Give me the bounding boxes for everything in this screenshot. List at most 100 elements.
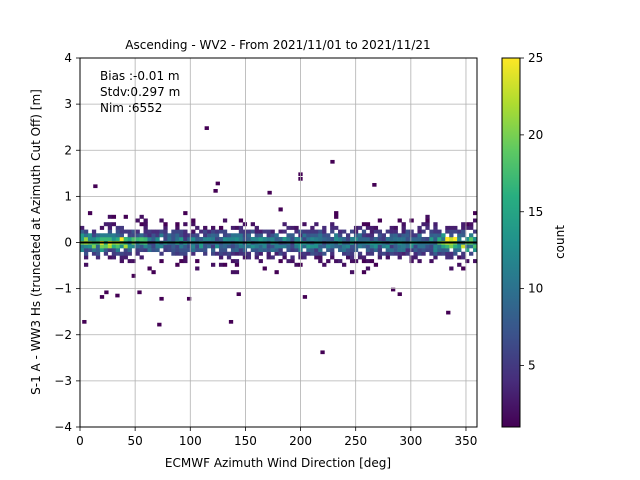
heatmap-cell bbox=[83, 248, 89, 253]
heatmap-cell bbox=[338, 229, 343, 234]
heatmap-cell bbox=[187, 248, 192, 253]
heatmap-cell bbox=[226, 255, 232, 260]
heatmap-cell bbox=[234, 225, 240, 230]
heatmap-cell bbox=[449, 225, 454, 230]
heatmap-cell bbox=[369, 248, 375, 253]
heatmap-cell bbox=[222, 236, 228, 241]
heatmap-cell bbox=[230, 251, 236, 256]
colorbar-tick-label: 10 bbox=[528, 282, 543, 296]
heatmap-cell bbox=[127, 236, 132, 241]
heatmap-cell bbox=[274, 244, 279, 249]
y-tick-label: −4 bbox=[54, 420, 72, 434]
heatmap-cell bbox=[361, 244, 367, 249]
heatmap-cell bbox=[342, 251, 347, 256]
heatmap-cell bbox=[183, 211, 188, 216]
heatmap-cell bbox=[135, 233, 140, 238]
heatmap-cell bbox=[135, 251, 140, 256]
heatmap-cell bbox=[115, 244, 120, 249]
heatmap-cell bbox=[135, 229, 140, 234]
heatmap-cell bbox=[405, 251, 410, 256]
heatmap-outlier-cell bbox=[228, 319, 234, 324]
heatmap-cell bbox=[389, 236, 394, 241]
heatmap-cell bbox=[397, 218, 402, 223]
heatmap-cell bbox=[349, 251, 355, 256]
heatmap-cell bbox=[361, 222, 367, 227]
heatmap-cell bbox=[230, 233, 236, 238]
heatmap-cell bbox=[226, 251, 232, 256]
heatmap-cell bbox=[159, 233, 164, 238]
heatmap-cell bbox=[318, 244, 323, 249]
heatmap-cell bbox=[254, 255, 259, 260]
heatmap-cell bbox=[405, 236, 410, 241]
heatmap-cell bbox=[369, 229, 375, 234]
heatmap-cell bbox=[270, 255, 275, 260]
heatmap-outlier-cell bbox=[82, 319, 87, 324]
heatmap-cell bbox=[107, 244, 113, 249]
x-tick-label: 350 bbox=[455, 434, 478, 448]
heatmap-cell bbox=[369, 233, 375, 238]
heatmap-cell bbox=[234, 251, 240, 256]
heatmap-cell bbox=[131, 273, 136, 278]
heatmap-cell bbox=[99, 236, 105, 241]
heatmap-cell bbox=[183, 255, 188, 260]
heatmap-outlier-cell bbox=[215, 181, 220, 186]
heatmap-cell bbox=[159, 229, 164, 234]
heatmap-cell bbox=[234, 259, 240, 264]
heatmap-cell bbox=[469, 225, 474, 230]
heatmap-outlier-cell bbox=[320, 350, 325, 355]
heatmap-cell bbox=[381, 251, 386, 256]
heatmap-cell bbox=[357, 255, 363, 260]
heatmap-cell bbox=[326, 236, 331, 241]
heatmap-cell bbox=[211, 251, 216, 256]
heatmap-cell bbox=[83, 229, 89, 234]
heatmap-cell bbox=[211, 225, 216, 230]
heatmap-cell bbox=[99, 244, 105, 249]
heatmap-cell bbox=[342, 236, 347, 241]
heatmap-cell bbox=[155, 244, 160, 249]
heatmap-cell bbox=[111, 236, 117, 241]
heatmap-cell bbox=[397, 251, 402, 256]
heatmap-cell bbox=[282, 251, 287, 256]
heatmap-cell bbox=[393, 233, 398, 238]
x-tick-label: 300 bbox=[399, 434, 422, 448]
heatmap-outlier-cell bbox=[446, 310, 451, 315]
heatmap-cell bbox=[473, 229, 478, 234]
heatmap-cell bbox=[83, 244, 89, 249]
heatmap-cell bbox=[143, 222, 148, 227]
heatmap-cell bbox=[449, 233, 454, 238]
heatmap-cell bbox=[290, 255, 295, 260]
y-tick-label: 1 bbox=[64, 189, 72, 203]
heatmap-cell bbox=[151, 236, 156, 241]
heatmap-cell bbox=[155, 233, 160, 238]
heatmap-cell bbox=[214, 236, 220, 241]
heatmap-cell bbox=[183, 259, 188, 264]
colorbar-tick-label: 15 bbox=[528, 205, 543, 219]
heatmap-cell bbox=[453, 229, 458, 234]
heatmap-cell bbox=[310, 251, 315, 256]
heatmap-cell bbox=[175, 236, 180, 241]
heatmap-cell bbox=[226, 233, 232, 238]
heatmap-cell bbox=[322, 262, 327, 267]
heatmap-cell bbox=[417, 229, 422, 234]
heatmap-cell bbox=[365, 244, 371, 249]
heatmap-cell bbox=[274, 248, 279, 253]
heatmap-cell bbox=[103, 236, 109, 241]
heatmap-cell bbox=[290, 244, 295, 249]
heatmap-cell bbox=[111, 222, 117, 227]
heatmap-cell bbox=[314, 244, 319, 249]
heatmap-cell bbox=[222, 218, 228, 223]
heatmap-cell bbox=[449, 251, 454, 256]
heatmap-cell bbox=[389, 244, 394, 249]
heatmap-cell bbox=[377, 255, 383, 260]
heatmap-cell bbox=[115, 251, 120, 256]
heatmap-cell bbox=[262, 236, 267, 241]
heatmap-cell bbox=[397, 233, 402, 238]
heatmap-cell bbox=[334, 214, 339, 219]
heatmap-cell bbox=[127, 251, 132, 256]
heatmap-cell bbox=[80, 236, 85, 241]
heatmap-cell bbox=[345, 244, 351, 249]
heatmap-cell bbox=[139, 233, 144, 238]
heatmap-cell bbox=[270, 233, 275, 238]
heatmap-cell bbox=[83, 251, 89, 256]
heatmap-cell bbox=[357, 244, 363, 249]
